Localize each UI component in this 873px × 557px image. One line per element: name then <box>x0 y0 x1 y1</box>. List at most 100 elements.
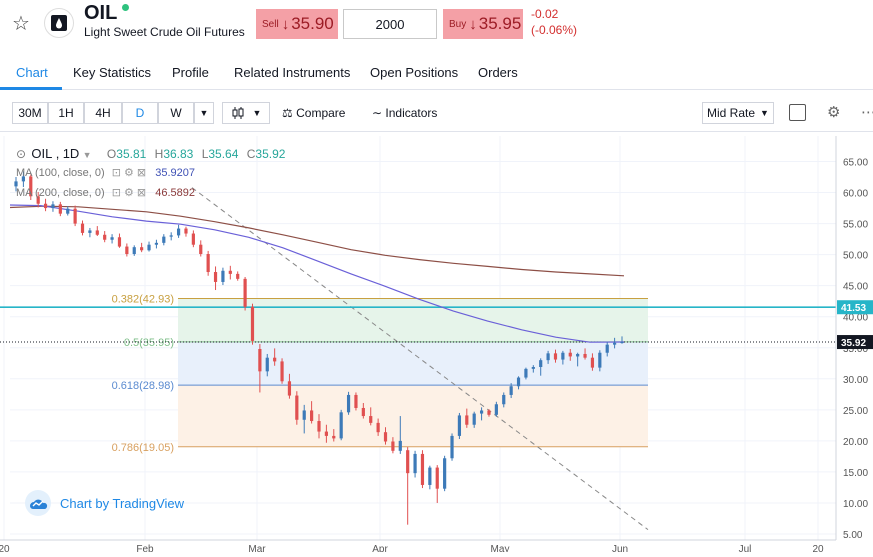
tab-profile[interactable]: Profile <box>172 65 209 80</box>
tab-orders[interactable]: Orders <box>478 65 518 80</box>
caret-down-icon: ▼ <box>760 108 769 118</box>
candle-body <box>273 357 277 362</box>
candle-body <box>613 342 617 345</box>
legend-c-label: C <box>246 147 256 161</box>
sell-button[interactable]: Sell ↓ 35.90 <box>256 9 338 39</box>
candle-body <box>376 422 380 433</box>
candles-icon <box>232 107 244 119</box>
candle-body <box>420 453 425 485</box>
fibonacci-retracement: 0.382(42.93) 0.5(35.95) 0.618(28.98) 0.786(… <box>112 294 648 454</box>
tradingview-brand[interactable]: Chart by TradingView <box>24 489 184 517</box>
indicators-button[interactable]: ∼ Indicators <box>372 106 437 120</box>
legend-low: 35.64 <box>208 147 239 161</box>
candle-body <box>472 413 476 425</box>
legend-symbol: OIL <box>31 146 53 161</box>
price-tick-label: 35.00 <box>843 344 868 355</box>
candle-body <box>383 432 388 442</box>
fib-label-0.786: 0.786(19.05) <box>112 442 174 454</box>
sell-label: Sell <box>262 18 279 30</box>
candle-body <box>398 440 402 451</box>
price-type-label: Mid Rate <box>707 106 756 120</box>
watchlist-star-icon[interactable]: ☆ <box>12 13 30 35</box>
candle-body <box>605 344 609 353</box>
timeframe-w[interactable]: W <box>158 102 194 124</box>
candle-body <box>265 357 269 372</box>
candle-body <box>620 342 624 344</box>
candle-body <box>51 204 55 209</box>
ma200-settings-icon[interactable]: ⊡ ⚙ ⊠ <box>111 187 147 199</box>
fib-label-0.382: 0.382(42.93) <box>112 294 174 306</box>
candle-body <box>450 435 454 459</box>
chart-type-dropdown[interactable]: ▼ <box>222 102 270 124</box>
tab-chart[interactable]: Chart <box>16 65 48 80</box>
price-tick-label: 5.00 <box>843 530 863 541</box>
gear-icon[interactable]: ⚙ <box>827 104 841 121</box>
candle-body <box>435 467 439 489</box>
chart-pane[interactable]: 0.382(42.93) 0.5(35.95) 0.618(28.98) 0.786(… <box>0 136 873 555</box>
legend-high: 36.83 <box>163 147 194 161</box>
fib-zone-618-786 <box>178 385 648 447</box>
candle-body <box>561 352 565 360</box>
ma200-value: 46.5892 <box>155 187 195 199</box>
candle-body <box>568 352 572 357</box>
fib-label-0.618: 0.618(28.98) <box>112 380 174 392</box>
candle-body <box>258 349 262 372</box>
legend-interval: 1D <box>62 146 80 161</box>
candle-body <box>250 306 255 341</box>
candle-body <box>339 412 343 439</box>
legend-dropdown-icon[interactable]: ▼ <box>82 150 92 160</box>
quantity-input[interactable] <box>343 9 437 39</box>
ma100-settings-icon[interactable]: ⊡ ⚙ ⊠ <box>111 167 147 179</box>
candle-body <box>428 467 432 485</box>
candle-body <box>502 394 506 405</box>
buy-button[interactable]: Buy ↓ 35.95 <box>443 9 523 39</box>
candle-body <box>295 395 299 420</box>
candle-body <box>406 450 410 474</box>
candle-body <box>346 394 351 413</box>
ma200-label: MA (200, close, 0) <box>16 187 105 199</box>
candle-body <box>213 272 218 282</box>
candle-body <box>132 247 136 255</box>
more-options-icon[interactable]: ⋯ <box>861 104 873 121</box>
indicators-label: Indicators <box>385 106 438 120</box>
time-axis: 20 Feb Mar Apr May Jun Jul 20 <box>0 539 836 555</box>
candle-body <box>546 353 550 361</box>
legend-o-label: O <box>106 147 117 161</box>
candle-body <box>487 410 491 415</box>
compare-button[interactable]: ⚖ Compare <box>282 106 345 120</box>
ma200-legend: MA (200, close, 0) ⊡ ⚙ ⊠ 46.5892 <box>16 186 195 199</box>
fullscreen-checkbox[interactable] <box>789 104 806 121</box>
candle-body <box>95 230 99 235</box>
time-tick-label: 20 <box>0 544 10 552</box>
tab-key-statistics[interactable]: Key Statistics <box>73 65 152 80</box>
tab-related-instruments[interactable]: Related Instruments <box>234 65 351 80</box>
legend-collapse-icon[interactable]: ⊙ <box>16 147 27 161</box>
change-value: -0.02 <box>531 7 559 21</box>
timeframe-d[interactable]: D <box>122 102 158 124</box>
legend-h-label: H <box>154 147 164 161</box>
candle-body <box>302 410 306 420</box>
candle-body <box>29 176 33 197</box>
candle-body <box>354 394 358 408</box>
candle-body <box>243 278 247 307</box>
price-chart[interactable]: 0.382(42.93) 0.5(35.95) 0.618(28.98) 0.786(… <box>0 136 873 555</box>
candle-body <box>479 410 484 414</box>
candle-body <box>317 421 321 432</box>
candle-body <box>369 416 373 423</box>
tab-open-positions[interactable]: Open Positions <box>370 65 459 80</box>
price-type-dropdown[interactable]: Mid Rate ▼ <box>702 102 774 124</box>
ma100-legend: MA (100, close, 0) ⊡ ⚙ ⊠ 35.9207 <box>16 166 195 179</box>
timeframe-1h[interactable]: 1H <box>48 102 84 124</box>
price-tick-label: 10.00 <box>843 499 868 510</box>
price-tick-label: 65.00 <box>843 158 868 169</box>
buy-price: 35.95 <box>478 14 522 33</box>
fib-zone-500-618 <box>178 341 648 386</box>
timeframe-more-dropdown[interactable]: ▼ <box>194 102 214 124</box>
timeframe-30m[interactable]: 30M <box>12 102 48 124</box>
price-change: -0.02 (-0.06%) <box>531 6 577 38</box>
compare-label: Compare <box>296 106 346 120</box>
candle-body <box>590 357 595 368</box>
timeframe-4h[interactable]: 4H <box>84 102 122 124</box>
ma200-line <box>9 205 625 277</box>
price-tick-label: 30.00 <box>843 375 868 386</box>
